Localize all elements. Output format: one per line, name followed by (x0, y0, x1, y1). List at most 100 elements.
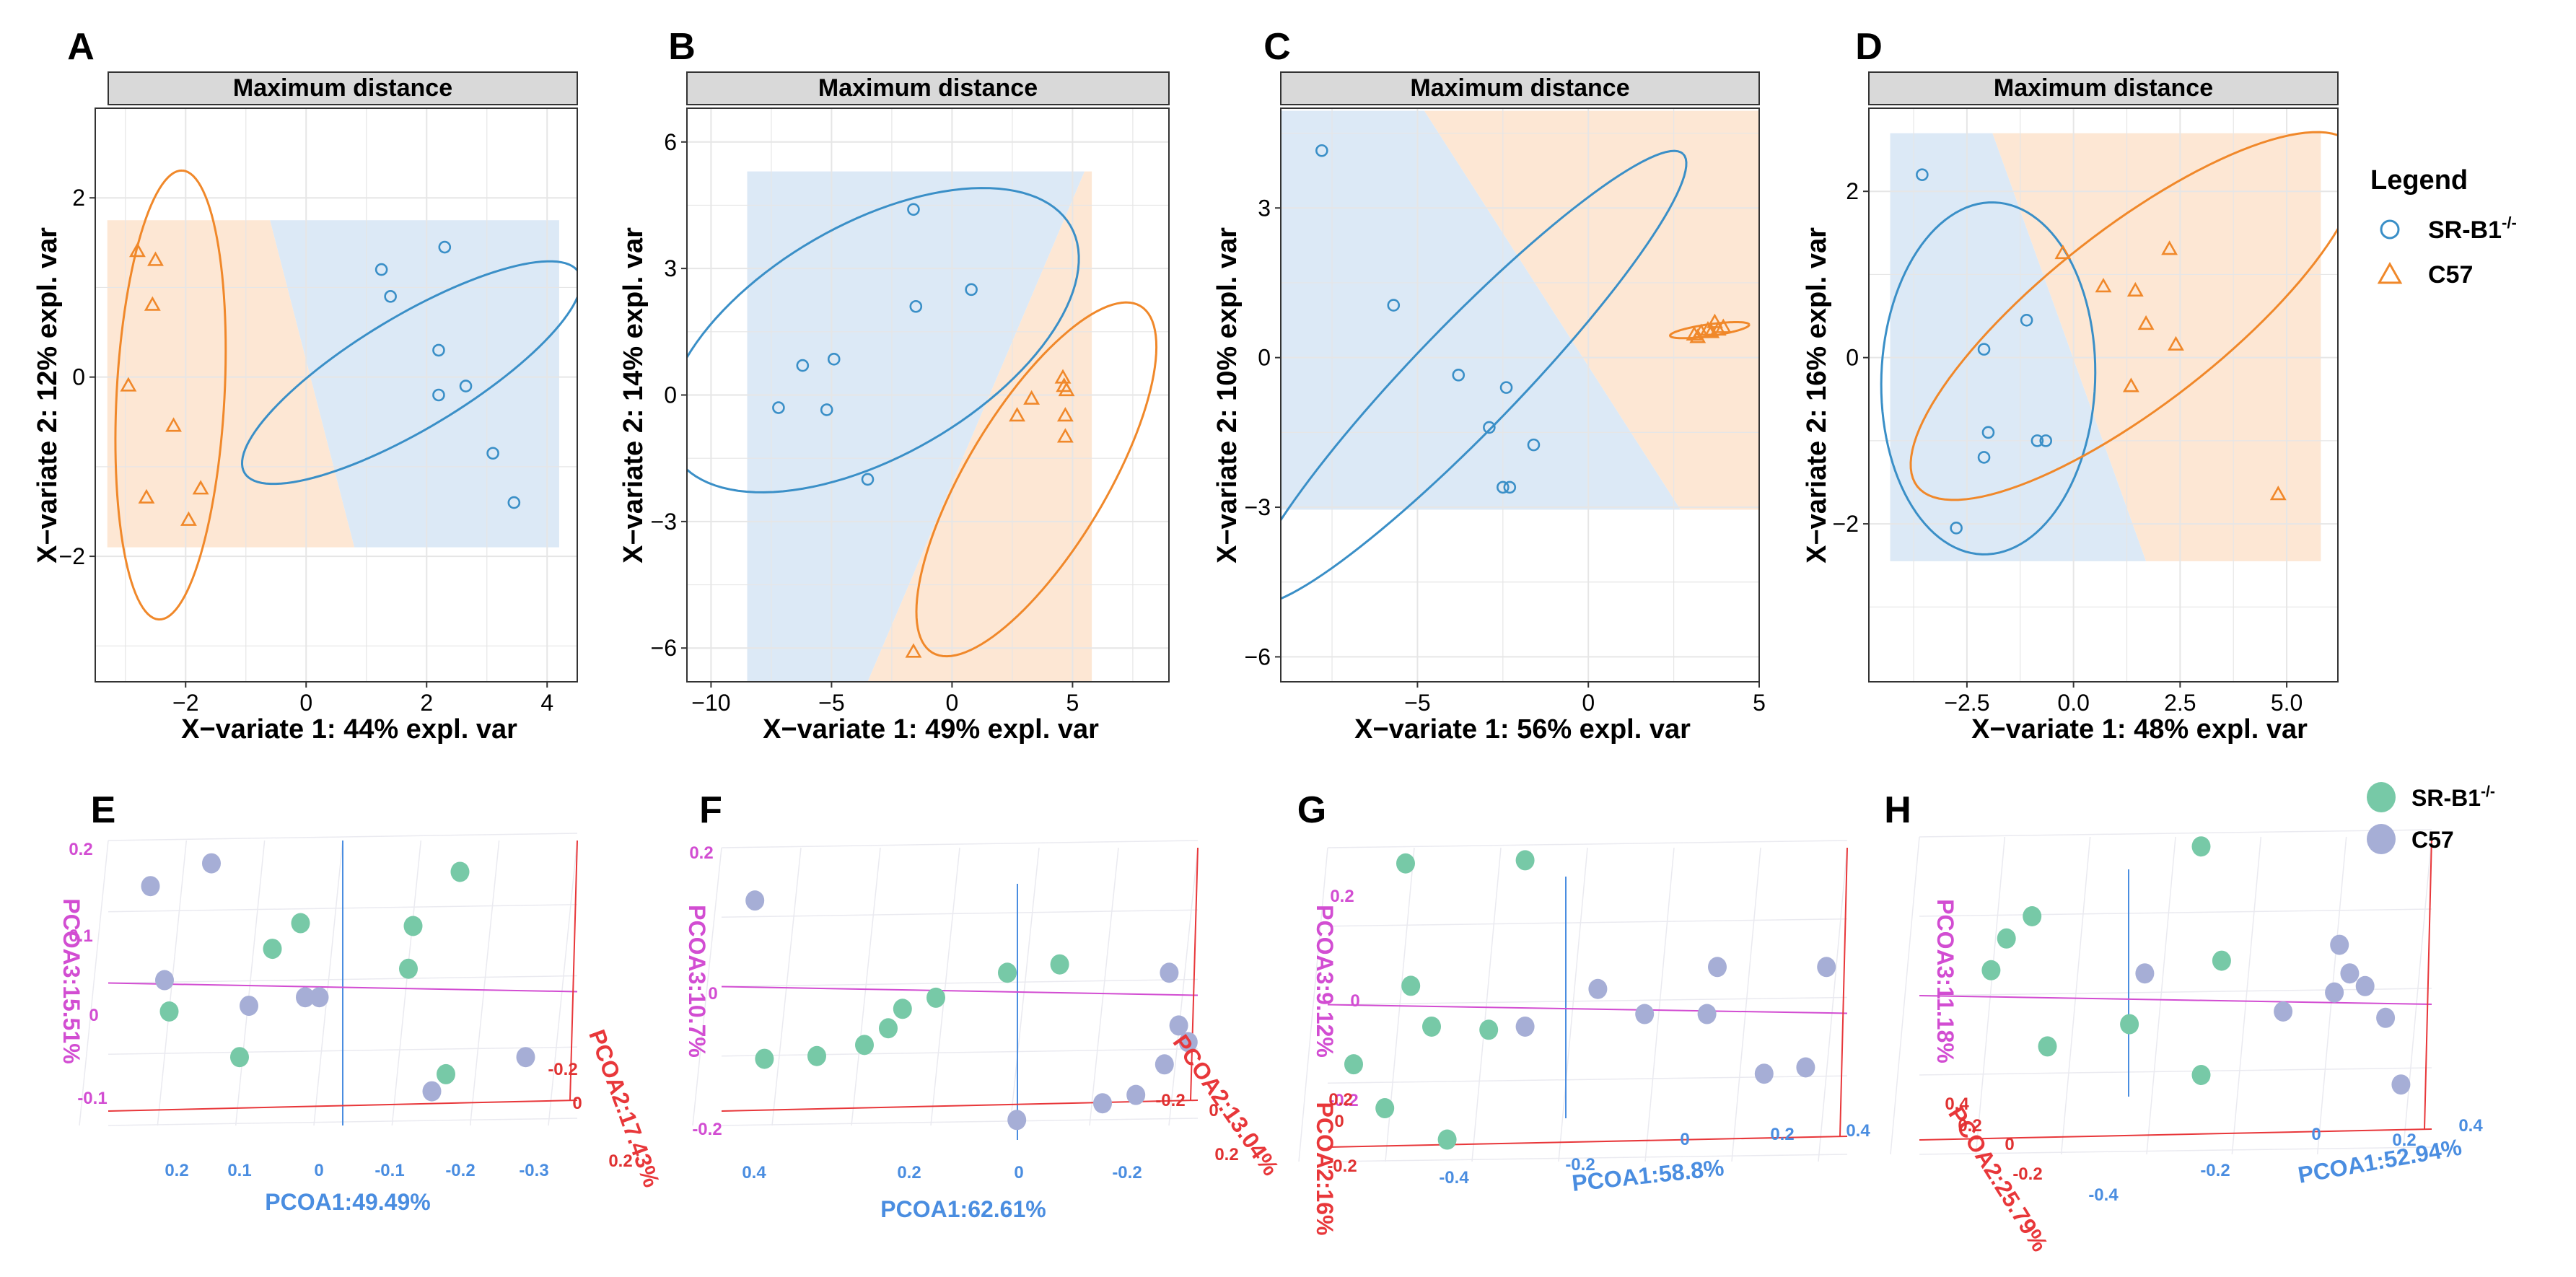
panel-g-point-srb1 (1422, 1016, 1441, 1037)
panel-f-point-c57 (1155, 1054, 1174, 1075)
panel-g-ylabel: PCOA2:16% (1312, 1102, 1338, 1236)
panel-e-point-srb1 (450, 861, 470, 882)
panel-c-point-c57 (1689, 328, 1707, 343)
panel-a-point-c57 (120, 377, 137, 392)
panel-g-point-srb1 (1375, 1098, 1395, 1119)
panel-f-ytick-label: 0 (1209, 1101, 1218, 1120)
panel-d: D Maximum distance −2.5 0.0 2.5 5.0 −2 0 2 X−vari… (1802, 26, 2339, 745)
panel-f-point-srb1 (879, 1018, 898, 1039)
panel-f-xtick-label: 0.4 (742, 1163, 766, 1182)
panel-f-wire-h (721, 909, 1199, 918)
panel-e-ztick-label: -0.1 (77, 1089, 107, 1108)
panel-e-point-c57 (296, 987, 315, 1008)
legend-dot-icon (2367, 782, 2396, 812)
panel-e-point-c57 (155, 970, 174, 991)
panel-h-xtick-label: 0.2 (2392, 1131, 2416, 1150)
panel-e-ytick-label: -0.2 (548, 1060, 577, 1079)
panel-c-point-srb1 (1527, 438, 1541, 452)
panel-f-axis-pcoa3-line (721, 986, 1199, 996)
panel-c-xtick-label: 0 (1582, 690, 1595, 716)
panel-h-xlabel: PCOA1:52.94% (2296, 1134, 2463, 1188)
panel-h-wire-h (1919, 1067, 2432, 1076)
panel-e-point-c57 (141, 876, 160, 897)
panel-c-ytick-label: 3 (1258, 195, 1271, 221)
panel-e-xtick-label: -0.3 (519, 1161, 548, 1180)
panel-g-wire-h (1327, 1154, 1848, 1162)
panel-b-xtick-label: 0 (946, 690, 959, 716)
panel-g-ytick-label: 0 (1334, 1112, 1344, 1131)
panel-a-point-srb1 (384, 290, 397, 303)
legend-circle-icon (2380, 219, 2400, 240)
panel-c-point-c57 (1709, 320, 1727, 336)
panel-h-point-c57 (2330, 934, 2349, 955)
panel-e-point-c57 (240, 996, 258, 1017)
panel-b-xtick-label: −5 (818, 690, 844, 716)
panel-d-point-srb1 (1977, 451, 1991, 464)
panel-g-point-srb1 (1396, 853, 1415, 874)
panel-h-point-c57 (2325, 982, 2344, 1003)
panel-b-ytick-label: 3 (664, 255, 677, 281)
panel-f: FPCOA3:10.7%PCOA1:62.61%PCOA2:13.04%0.20… (684, 789, 1284, 1222)
panel-h-ytick-label: 0.2 (1958, 1116, 1981, 1136)
panel-d-point-c57 (2126, 281, 2144, 297)
panel-g-point-c57 (1817, 957, 1836, 978)
panel-f-wire-v (930, 847, 960, 1126)
panel-b-region-orange (867, 171, 1092, 682)
panel-d-point-c57 (2269, 486, 2287, 501)
panel-d-frame (1868, 107, 2339, 683)
panel-d-point-srb1 (1916, 168, 1929, 181)
panel-a-point-srb1 (459, 379, 473, 392)
panel-a-ytick-label: −2 (59, 543, 85, 569)
panel-f-point-c57 (1093, 1093, 1112, 1114)
panel-d-point-srb1 (2030, 434, 2044, 447)
panel-h-point-srb1 (2038, 1036, 2057, 1057)
panel-c-point-srb1 (1315, 144, 1328, 157)
panel-h-wireframe (1890, 829, 2432, 1155)
panel-a-region-orange (107, 220, 355, 548)
panel-c-point-c57 (1714, 318, 1732, 333)
panel-h-zlabel: PCOA3:11.18% (1932, 899, 1958, 1063)
panel-g-wire-h (1327, 840, 1848, 848)
panel-e-wire-v (235, 840, 266, 1126)
panel-b-point-srb1 (861, 473, 875, 486)
panel-g-wire-h (1327, 918, 1848, 927)
panel-a-point-c57 (138, 488, 155, 504)
panel-e-point-c57 (422, 1081, 442, 1102)
panel-e-point-srb1 (230, 1047, 249, 1068)
panel-e-xtick-label: -0.1 (374, 1161, 404, 1180)
panel-h-ytick-label: 0.4 (1945, 1094, 1969, 1114)
panel-e-point-srb1 (291, 913, 310, 934)
panel-g-xtick-label: 0 (1680, 1130, 1689, 1149)
panel-g-point-srb1 (1479, 1019, 1499, 1040)
panel-g-wire-v (1471, 847, 1502, 1162)
panel-e-point-srb1 (263, 939, 282, 960)
panel-g-wire-v (1644, 847, 1675, 1162)
panel-b-point-srb1 (909, 299, 923, 313)
panel-h-point-c57 (2376, 1007, 2396, 1028)
panel-f-point-c57 (745, 890, 765, 911)
panel-f-point-srb1 (1050, 954, 1069, 975)
panel-c-strip-title: Maximum distance (1410, 74, 1629, 102)
panel-e-xtick-label: 0.1 (227, 1161, 251, 1180)
panel-g-wire-v (1558, 847, 1588, 1162)
legend-triangle-icon (2377, 261, 2403, 284)
panel-f-point-c57 (1007, 1110, 1027, 1131)
panel-a-point-srb1 (438, 240, 452, 254)
panel-f-point-c57 (1126, 1084, 1146, 1105)
panel-g-point-srb1 (1515, 850, 1535, 871)
panel-a-xtick-label: 4 (540, 690, 553, 716)
panel-g-point-srb1 (1344, 1054, 1363, 1075)
panel-c-ytick-label: 0 (1258, 345, 1271, 371)
panel-f-ztick-label: 0 (708, 984, 717, 1004)
panel-c-point-c57 (1699, 320, 1717, 336)
panel-a-ytick-label: 2 (72, 185, 85, 211)
panel-b-point-srb1 (827, 353, 841, 366)
panel-b-ytick-label: −6 (651, 635, 677, 661)
panel-h-wire-h (1919, 988, 2432, 996)
panel-h-ytick-label: -0.2 (2012, 1164, 2042, 1184)
panel-b-point-c57 (1023, 390, 1041, 405)
panel-f-point-c57 (1178, 1032, 1198, 1053)
panel-e-point-srb1 (399, 958, 418, 979)
panel-g-ytick-label: 0.2 (1328, 1090, 1352, 1110)
panel-d-ellipse-srb1 (1880, 201, 2097, 556)
